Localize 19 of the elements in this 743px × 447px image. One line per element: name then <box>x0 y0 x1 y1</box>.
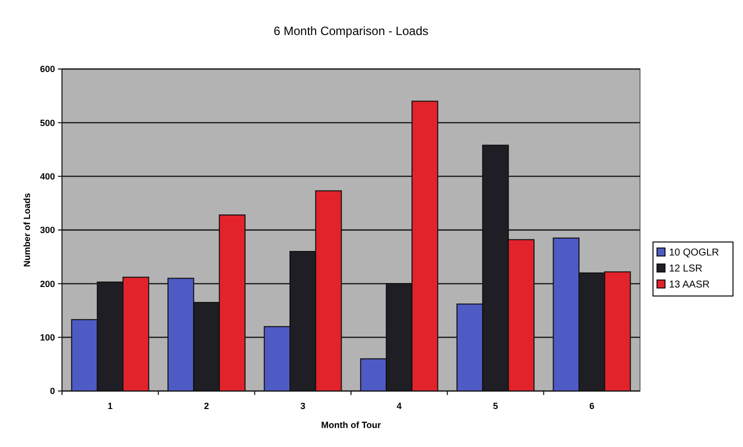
x-tick-label: 6 <box>589 401 594 411</box>
x-tick-label: 4 <box>396 401 402 411</box>
x-tick-label: 1 <box>108 401 113 411</box>
y-tick-label: 600 <box>40 64 55 74</box>
y-tick-label: 300 <box>40 225 55 236</box>
x-tick-label: 2 <box>204 401 210 411</box>
y-tick-label: 100 <box>40 332 55 342</box>
x-tick-label: 5 <box>492 401 498 411</box>
y-tick-label: 0 <box>50 386 55 396</box>
x-axis-title: Month of Tour <box>321 420 382 430</box>
y-tick-label: 400 <box>40 171 55 182</box>
y-tick-label: 500 <box>40 118 55 128</box>
y-axis-title: Number of Loads <box>22 192 32 268</box>
legend-label: 13 AASR <box>669 280 710 290</box>
y-tick-label: 200 <box>40 278 55 289</box>
legend-label: 10 QOGLR <box>669 248 720 258</box>
chart-title: 6 Month Comparison - Loads <box>274 24 428 38</box>
legend-label: 12 LSR <box>669 264 702 274</box>
x-tick-label: 3 <box>300 401 306 411</box>
